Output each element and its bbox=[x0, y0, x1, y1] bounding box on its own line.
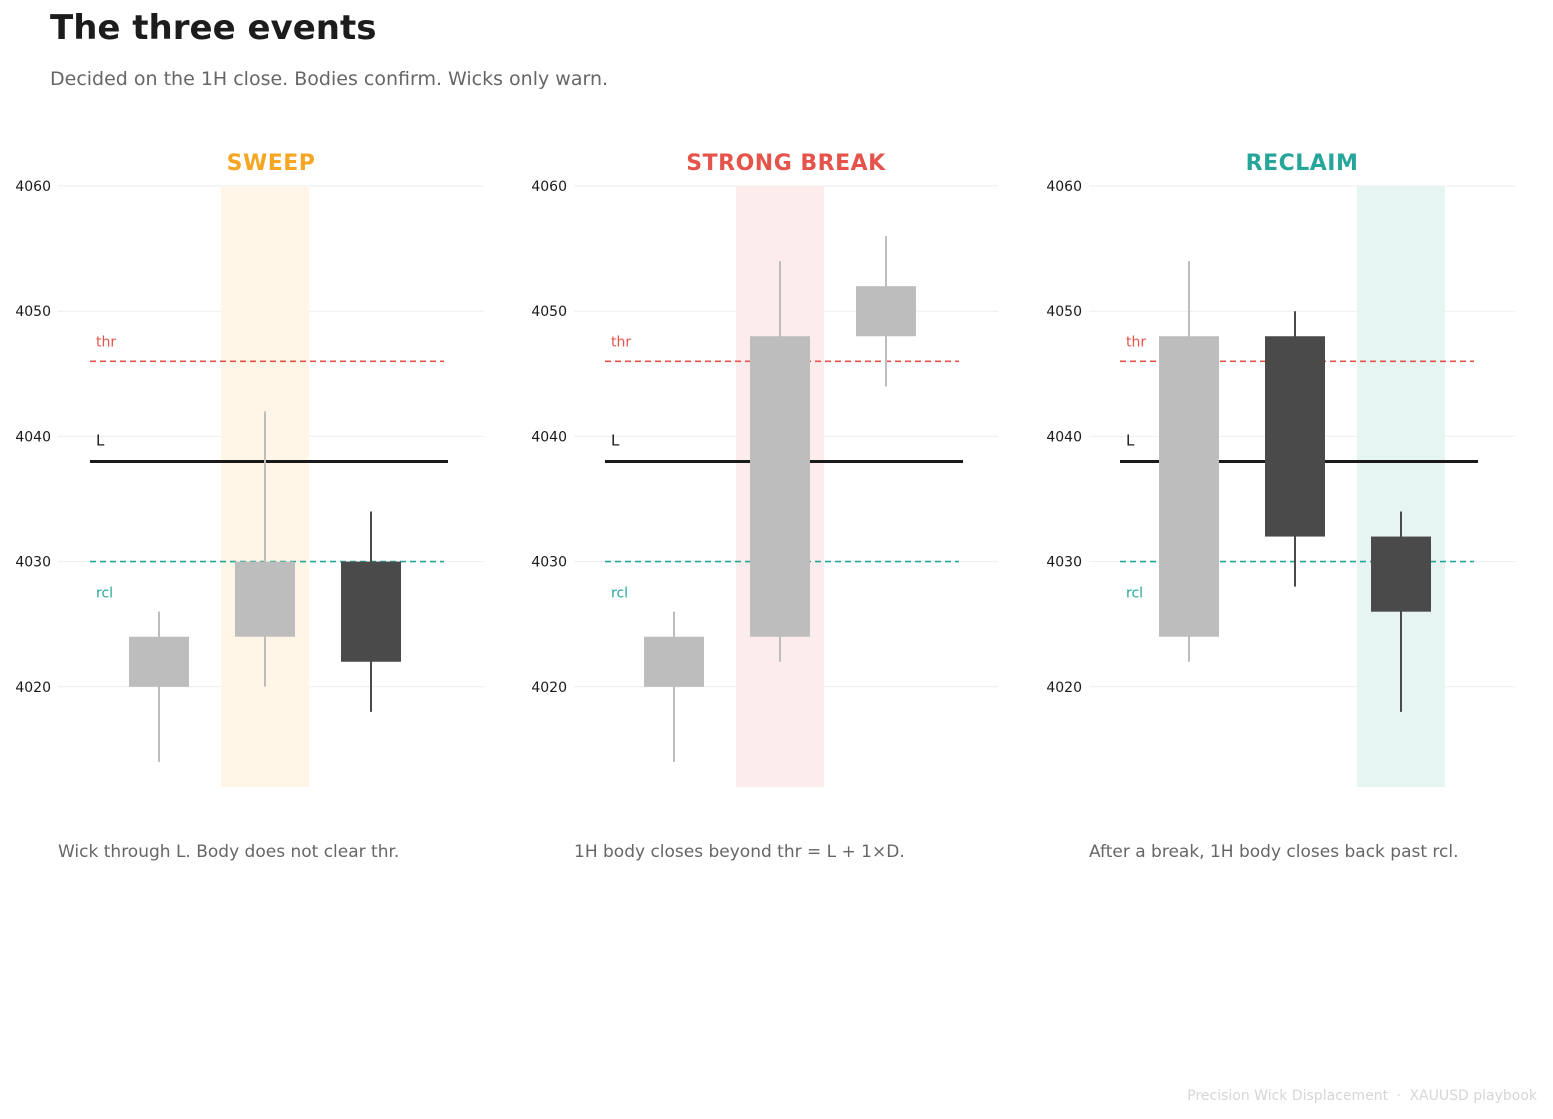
footer-credit: Precision Wick Displacement · XAUUSD pla… bbox=[1185, 1088, 1539, 1104]
level-label-thr: thr bbox=[96, 334, 116, 350]
y-tick-label: 4030 bbox=[531, 555, 567, 571]
candle-body bbox=[1159, 336, 1219, 637]
level-label-rcl: rcl bbox=[1126, 586, 1143, 602]
y-tick-label: 4050 bbox=[15, 304, 51, 320]
page-title: The three events bbox=[50, 8, 377, 48]
footer-tag: XAUUSD playbook bbox=[1409, 1088, 1537, 1104]
candle-body bbox=[341, 561, 401, 662]
level-label-rcl: rcl bbox=[611, 586, 628, 602]
y-tick-label: 4020 bbox=[1046, 680, 1082, 696]
level-label-L: L bbox=[611, 431, 620, 449]
y-tick-label: 4040 bbox=[531, 429, 567, 445]
level-label-rcl: rcl bbox=[96, 586, 113, 602]
y-tick-label: 4020 bbox=[15, 680, 51, 696]
y-tick-label: 4030 bbox=[15, 555, 51, 571]
chart-title: SWEEP bbox=[227, 151, 316, 176]
y-tick-label: 4020 bbox=[531, 680, 567, 696]
y-tick-label: 4040 bbox=[1046, 429, 1082, 445]
candle-body bbox=[856, 286, 916, 337]
page-subtitle: Decided on the 1H close. Bodies confirm.… bbox=[50, 68, 609, 90]
footer-separator: · bbox=[1396, 1088, 1401, 1104]
candle-body bbox=[235, 561, 295, 637]
y-tick-label: 4060 bbox=[1046, 179, 1082, 195]
y-tick-label: 4050 bbox=[531, 304, 567, 320]
candle-body bbox=[1265, 336, 1325, 537]
level-label-L: L bbox=[1126, 431, 1135, 449]
level-label-thr: thr bbox=[1126, 334, 1146, 350]
level-label-thr: thr bbox=[611, 334, 631, 350]
y-tick-label: 4030 bbox=[1046, 555, 1082, 571]
level-label-L: L bbox=[96, 431, 105, 449]
y-tick-label: 4050 bbox=[1046, 304, 1082, 320]
y-tick-label: 4040 bbox=[15, 429, 51, 445]
candle-body bbox=[1371, 536, 1431, 612]
footer-source: Precision Wick Displacement bbox=[1187, 1088, 1389, 1104]
candle-body bbox=[129, 636, 189, 687]
y-tick-label: 4060 bbox=[15, 179, 51, 195]
chart-title: STRONG BREAK bbox=[686, 151, 886, 176]
chart-caption: 1H body closes beyond thr = L + 1×D. bbox=[574, 842, 905, 862]
candle-body bbox=[644, 636, 704, 687]
candle-body bbox=[750, 336, 810, 637]
chart-caption: After a break, 1H body closes back past … bbox=[1089, 842, 1459, 862]
chart-caption: Wick through L. Body does not clear thr. bbox=[58, 842, 399, 862]
chart-title: RECLAIM bbox=[1246, 151, 1359, 176]
y-tick-label: 4060 bbox=[531, 179, 567, 195]
